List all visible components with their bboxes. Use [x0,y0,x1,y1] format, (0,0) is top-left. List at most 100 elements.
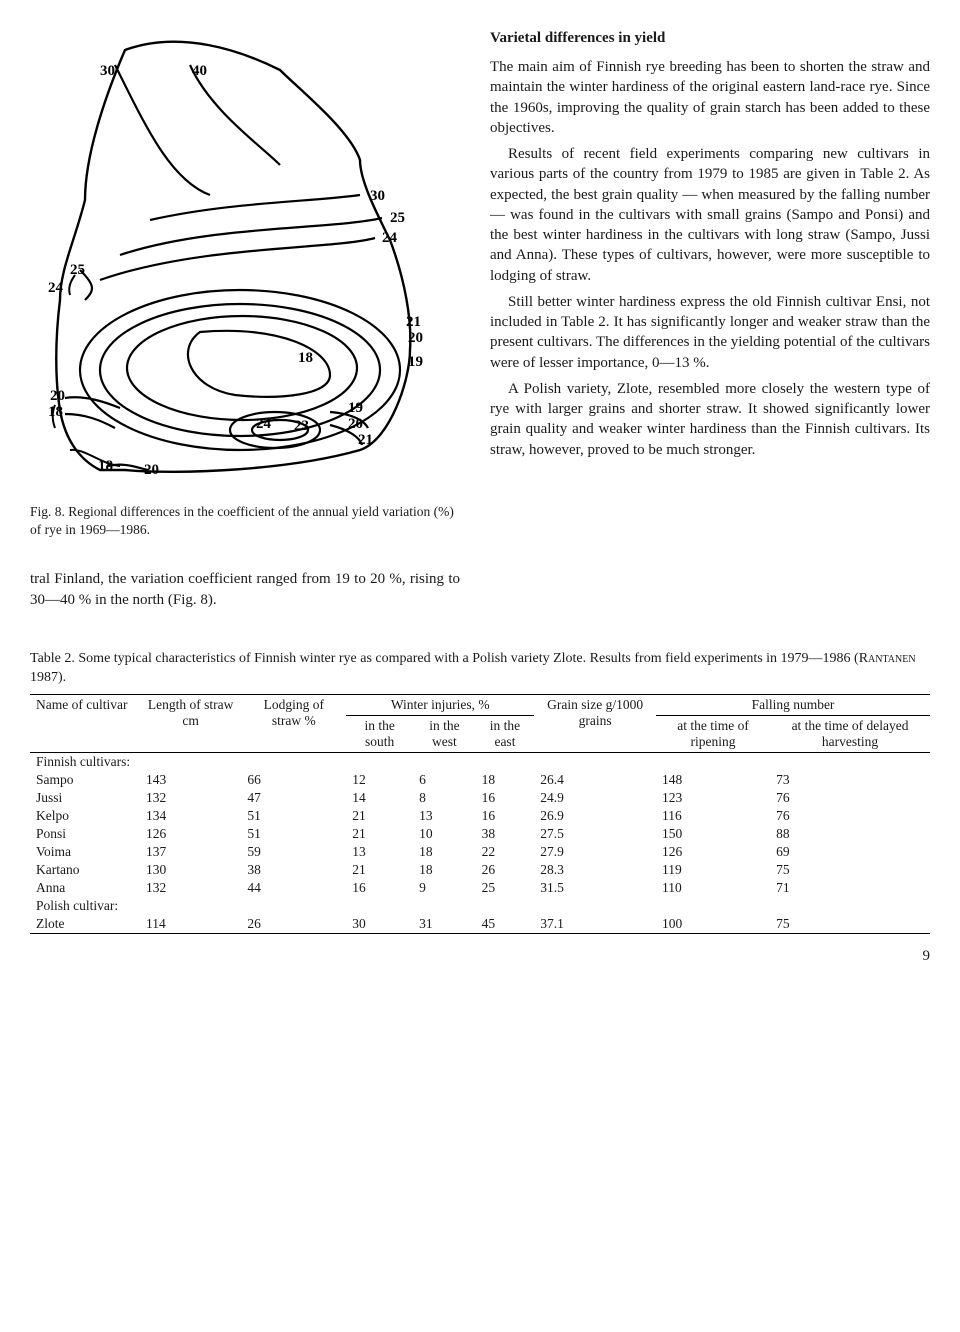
table-group-label: Polish cultivar: [30,897,930,915]
para-3: Still better winter hardiness express th… [490,292,930,373]
contour-label: 21 [406,314,421,330]
th-length: Length of straw cm [140,694,241,752]
cell-fn1: 123 [656,789,770,807]
cell-fn2: 73 [770,771,930,789]
contour-label: 19 [348,400,363,416]
cell-fn1: 116 [656,807,770,825]
contour-label: 23 [294,418,309,434]
cell-east: 26 [476,861,535,879]
th-falling: Falling number [656,694,930,715]
table-row: Ponsi1265121103827.515088 [30,825,930,843]
cell-name: Ponsi [30,825,140,843]
th-wi-west: in the west [413,715,475,752]
cell-grain: 24.9 [534,789,656,807]
cell-south: 21 [346,807,413,825]
contour-label: 25 [70,262,85,278]
table-caption-post: 1987). [30,670,66,685]
cell-lodge: 47 [241,789,346,807]
cell-south: 16 [346,879,413,897]
right-column: Varietal differences in yield The main a… [490,30,930,610]
cell-fn1: 110 [656,879,770,897]
table-row: Anna132441692531.511071 [30,879,930,897]
contour-label: 18 [48,404,63,420]
cell-east: 22 [476,843,535,861]
contour-label: 30 [370,188,385,204]
contour-label: 20 [408,330,423,346]
th-lodging: Lodging of straw % [241,694,346,752]
th-wi-south: in the south [346,715,413,752]
cell-lodge: 59 [241,843,346,861]
group-label-text: Finnish cultivars: [30,752,930,771]
cell-len: 114 [140,915,241,934]
cell-len: 132 [140,789,241,807]
cell-lodge: 51 [241,825,346,843]
cell-lodge: 51 [241,807,346,825]
cell-east: 45 [476,915,535,934]
cell-west: 9 [413,879,475,897]
cell-south: 21 [346,825,413,843]
table-row: Voima1375913182227.912669 [30,843,930,861]
cell-grain: 27.9 [534,843,656,861]
th-name: Name of cultivar [30,694,140,752]
th-fn-delay: at the time of delayed harvesting [770,715,930,752]
cell-fn2: 75 [770,915,930,934]
table-row: Kartano1303821182628.311975 [30,861,930,879]
cell-west: 18 [413,861,475,879]
th-wi-east: in the east [476,715,535,752]
cell-fn2: 88 [770,825,930,843]
cell-len: 137 [140,843,241,861]
cell-east: 18 [476,771,535,789]
cell-fn2: 69 [770,843,930,861]
page-number: 9 [30,948,930,965]
table-2: Name of cultivar Length of straw cm Lodg… [30,694,930,934]
cell-south: 12 [346,771,413,789]
para-4: A Polish variety, Zlote, resembled more … [490,379,930,460]
cell-name: Voima [30,843,140,861]
cell-name: Anna [30,879,140,897]
cell-name: Jussi [30,789,140,807]
table-row: Sampo143661261826.414873 [30,771,930,789]
cell-grain: 27.5 [534,825,656,843]
para-1: The main aim of Finnish rye breeding has… [490,57,930,138]
table-caption: Table 2. Some typical characteristics of… [30,650,930,688]
cell-len: 132 [140,879,241,897]
cell-east: 16 [476,807,535,825]
cell-grain: 37.1 [534,915,656,934]
table-caption-ref: Rantanen [859,651,916,666]
table-row: Kelpo1345121131626.911676 [30,807,930,825]
cell-west: 10 [413,825,475,843]
contour-label: 18 [298,350,313,366]
cell-name: Zlote [30,915,140,934]
cell-south: 30 [346,915,413,934]
cell-lodge: 66 [241,771,346,789]
cell-lodge: 26 [241,915,346,934]
th-fn-ripe: at the time of ripening [656,715,770,752]
table-body: Finnish cultivars:Sampo143661261826.4148… [30,752,930,933]
table-group-label: Finnish cultivars: [30,752,930,771]
cell-len: 134 [140,807,241,825]
cell-south: 21 [346,861,413,879]
cell-west: 13 [413,807,475,825]
cell-grain: 31.5 [534,879,656,897]
para-2: Results of recent field experiments comp… [490,144,930,286]
cell-east: 25 [476,879,535,897]
contour-label: 19 [408,354,423,370]
contour-label: 20 [144,462,159,478]
contour-label: 24 [256,416,272,432]
figure-8-map: 3040302524252421201819201824231920211820 [30,30,450,490]
cell-fn2: 75 [770,861,930,879]
cell-fn1: 148 [656,771,770,789]
cell-fn1: 150 [656,825,770,843]
cell-grain: 26.4 [534,771,656,789]
cell-west: 6 [413,771,475,789]
table-row: Jussi132471481624.912376 [30,789,930,807]
cell-fn1: 126 [656,843,770,861]
contour-label: 24 [382,230,398,246]
cell-south: 13 [346,843,413,861]
cell-len: 130 [140,861,241,879]
cell-lodge: 38 [241,861,346,879]
contour-label: 25 [390,210,405,226]
cell-name: Kartano [30,861,140,879]
cell-west: 8 [413,789,475,807]
cell-east: 16 [476,789,535,807]
